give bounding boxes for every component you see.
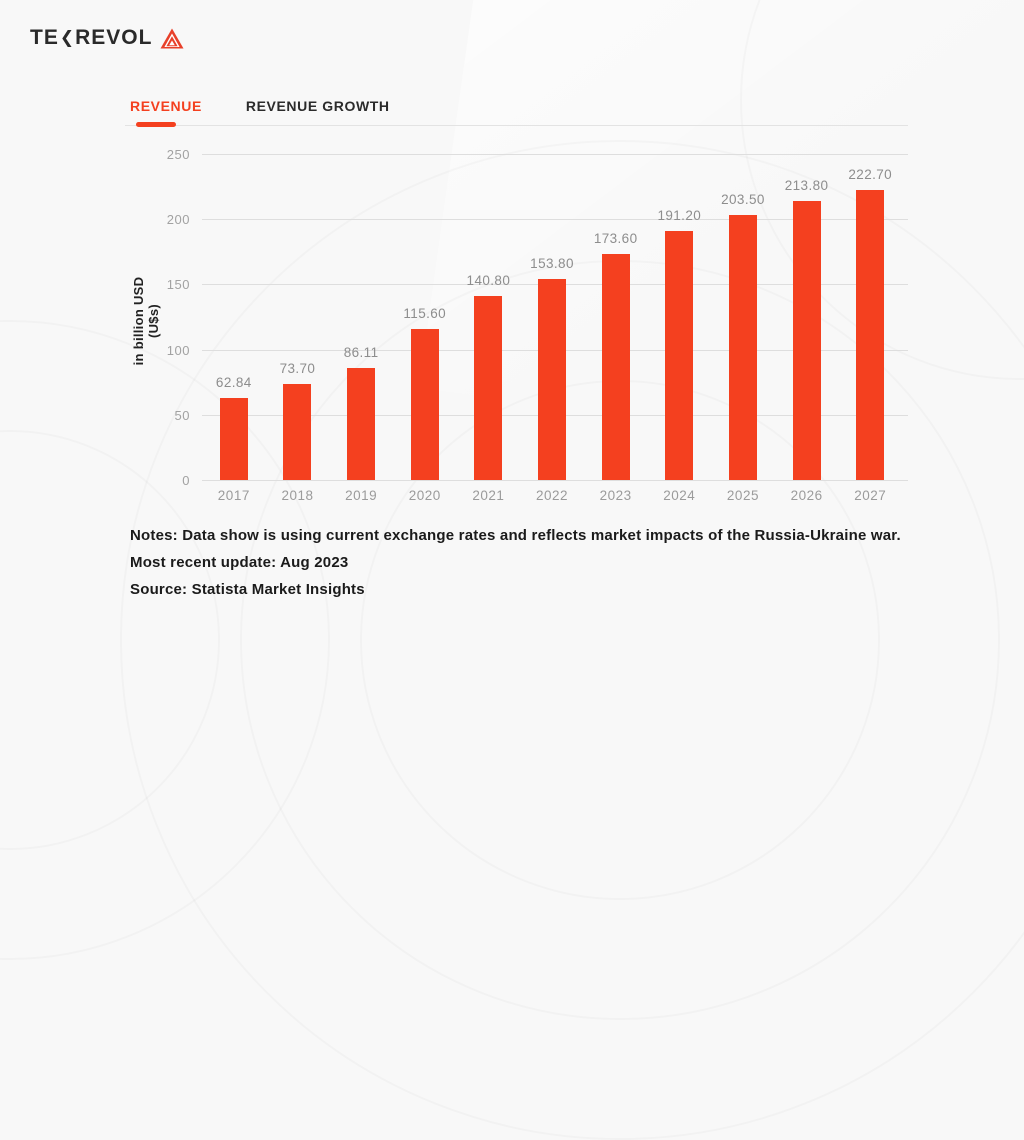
bar-2020: [410, 329, 439, 480]
x-label-2026: 2026: [790, 488, 823, 503]
bar-value-label: 213.80: [784, 178, 829, 194]
bar-slot-2018: 73.70: [266, 154, 330, 480]
bar-slot-2026: 213.80: [775, 154, 839, 480]
bar-value-label: 153.80: [530, 256, 574, 272]
bar-value-label: 62.84: [215, 375, 252, 391]
triangle-logo-icon: [160, 28, 184, 49]
y-tick-150: 150: [166, 277, 190, 293]
bar-slot-2023: 173.60: [584, 154, 648, 480]
notes-line-2: Most recent update: Aug 2023: [130, 554, 349, 571]
tab-revenue-growth[interactable]: REVENUE GROWTH: [245, 98, 390, 114]
chart-tabs: REVENUE REVENUE GROWTH: [130, 98, 390, 114]
logo-text-revol: REVOL: [75, 26, 153, 49]
bar-2025: [728, 214, 757, 480]
bar-value-label: 115.60: [403, 306, 447, 322]
chart-notes: Notes: Data show is using current exchan…: [130, 522, 901, 603]
bar-value-label: 86.11: [343, 344, 379, 360]
bar-slot-2020: 115.60: [393, 154, 457, 480]
bar-slot-2027: 222.70: [838, 154, 902, 480]
x-axis-labels: 2017 2018 2019 2020 2021 2022 2023 2024 2025 2026…: [202, 488, 902, 503]
active-tab-underline: [136, 122, 176, 127]
bar-chart-plot-area: 62.84 73.70 86.11 115.60 140.80 153.80 173.60 1…: [202, 154, 908, 481]
x-label-2025: 2025: [726, 488, 759, 503]
bar-value-label: 222.70: [848, 166, 893, 182]
tab-revenue[interactable]: REVENUE: [130, 98, 202, 114]
tekrevol-logo: TE ❮ REVOL: [30, 26, 184, 50]
bar-value-label: 191.20: [657, 207, 702, 223]
gridline-250: [202, 154, 908, 155]
y-tick-200: 200: [166, 212, 190, 228]
y-tick-100: 100: [166, 342, 190, 358]
logo-text-te: TE: [30, 26, 59, 49]
bar-slot-2021: 140.80: [457, 154, 521, 480]
y-tick-0: 0: [182, 473, 190, 488]
x-label-2022: 2022: [536, 488, 569, 503]
x-label-2024: 2024: [663, 488, 696, 503]
y-tick-250: 250: [166, 147, 190, 162]
x-label-2020: 2020: [408, 488, 441, 503]
bar-value-label: 140.80: [466, 273, 511, 289]
tab-divider-line: [125, 125, 908, 126]
notes-line-3: Source: Statista Market Insights: [130, 581, 365, 598]
bar-slot-2019: 86.11: [329, 154, 393, 480]
bars-container: 62.84 73.70 86.11 115.60 140.80 153.80 173.60 1…: [202, 154, 902, 480]
bar-slot-2017: 62.84: [202, 154, 266, 480]
x-label-2019: 2019: [345, 488, 378, 503]
bar-slot-2022: 153.80: [520, 154, 584, 480]
bar-2018: [283, 383, 312, 480]
x-label-2017: 2017: [217, 488, 250, 503]
x-label-2023: 2023: [599, 488, 632, 503]
background-ripple: [0, 430, 220, 850]
notes-line-1: Notes: Data show is using current exchan…: [130, 527, 901, 544]
bar-2022: [538, 279, 567, 480]
y-tick-50: 50: [174, 407, 190, 423]
bar-slot-2025: 203.50: [711, 154, 775, 480]
bar-2019: [347, 367, 376, 480]
bar-2027: [856, 189, 885, 480]
bar-value-label: 73.70: [279, 360, 316, 376]
y-axis-ticks: 250 200 150 100 50 0: [130, 147, 190, 488]
x-label-2018: 2018: [281, 488, 314, 503]
x-label-2027: 2027: [854, 488, 887, 503]
bar-value-label: 203.50: [721, 191, 765, 207]
bar-2024: [665, 230, 694, 480]
bar-2017: [219, 398, 248, 480]
logo-chevron-k: ❮: [59, 28, 75, 47]
gridline-200: [202, 219, 908, 221]
bar-2023: [601, 253, 630, 480]
bar-2026: [792, 201, 821, 480]
bar-value-label: 173.60: [593, 230, 638, 246]
gridline-0: [202, 480, 908, 481]
bar-slot-2024: 191.20: [647, 154, 711, 480]
x-label-2021: 2021: [472, 488, 505, 503]
bar-2021: [474, 296, 503, 480]
